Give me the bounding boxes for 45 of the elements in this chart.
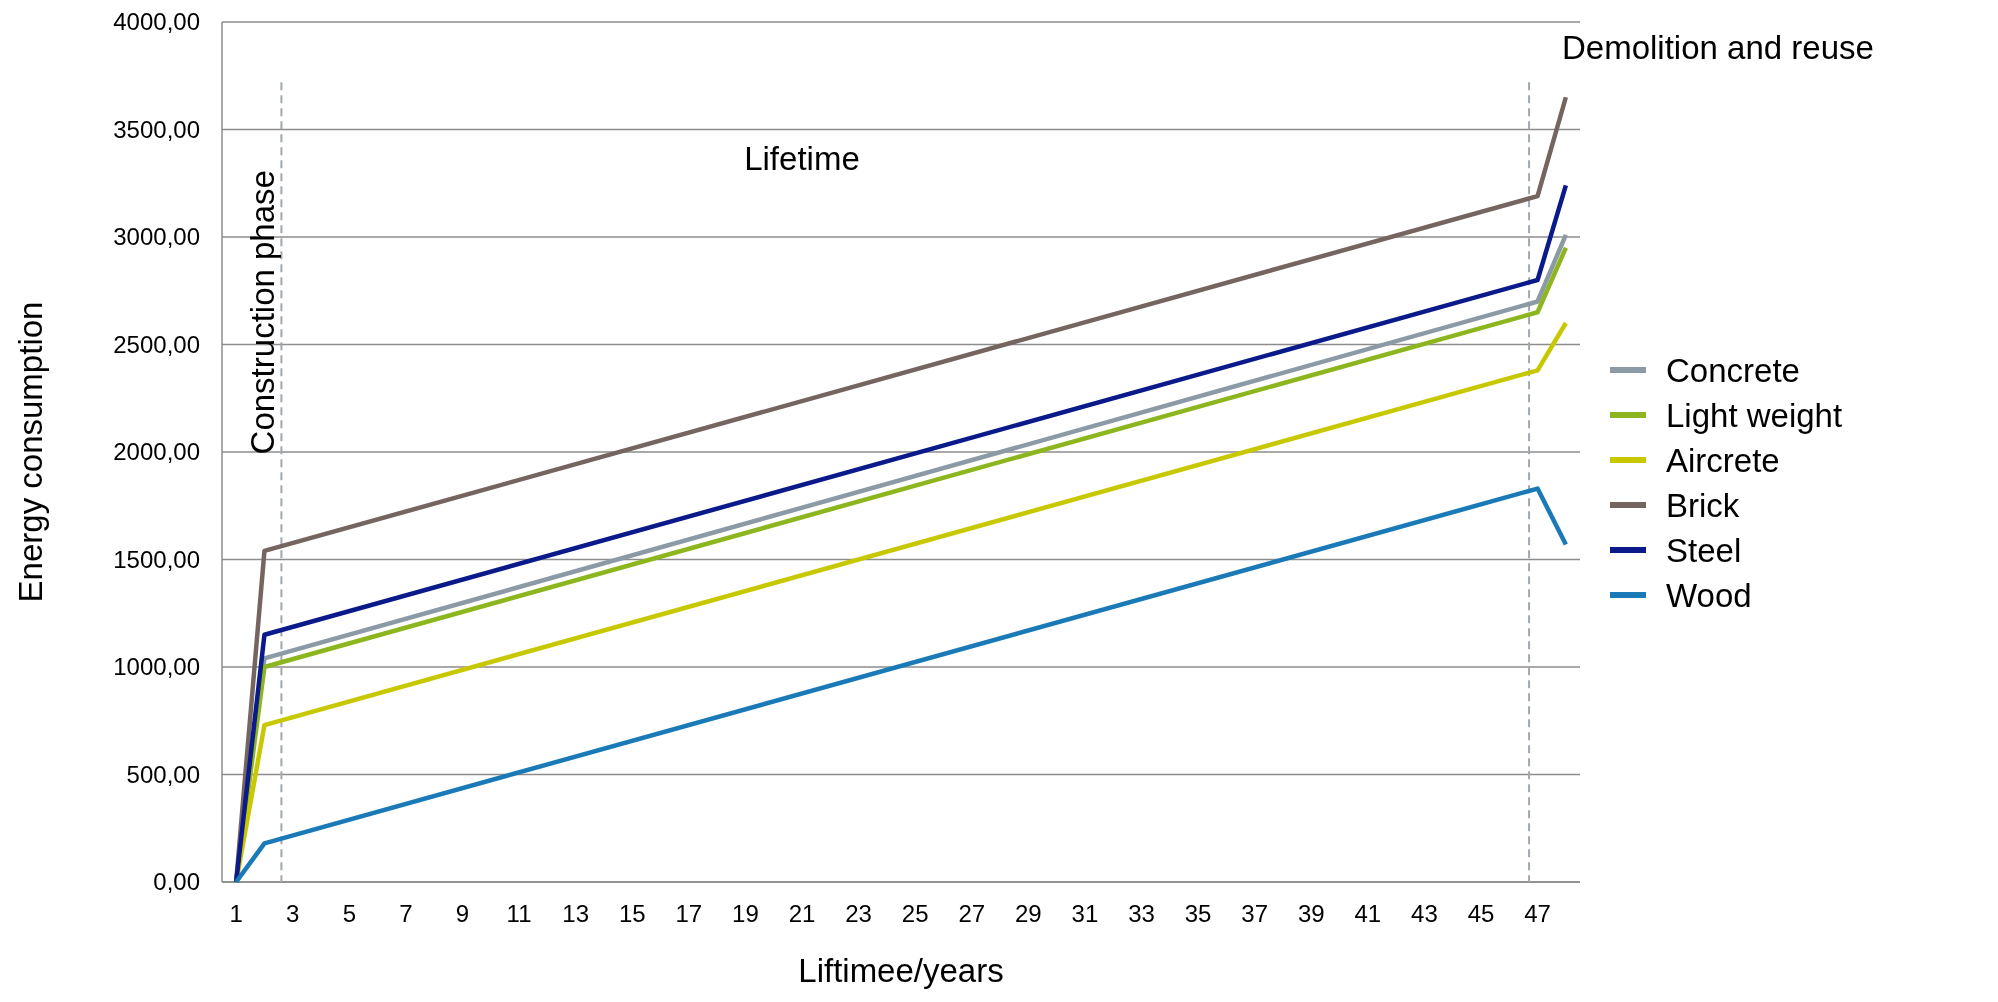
y-tick-label: 1500,00	[113, 545, 200, 573]
x-tick-label: 39	[1297, 900, 1325, 927]
x-tick-label: 23	[845, 900, 872, 927]
legend-label: Brick	[1666, 486, 1740, 524]
x-tick-label: 9	[455, 900, 470, 927]
legend-label: Light weight	[1666, 396, 1843, 434]
y-tick-label: 2500,00	[113, 330, 200, 358]
legend-label: Wood	[1666, 576, 1752, 614]
x-tick-label: 43	[1411, 900, 1438, 927]
y-tick-label: 4000,00	[113, 8, 200, 36]
y-tick-label: 0,00	[153, 868, 200, 896]
y-axis-title: Energy consumption	[12, 301, 49, 603]
x-tick-label: 45	[1467, 900, 1495, 927]
x-tick-label: 5	[342, 900, 356, 927]
x-tick-label: 11	[506, 900, 532, 927]
annotation: Construction phase	[244, 170, 281, 455]
x-tick-label: 21	[788, 900, 816, 927]
legend-label: Aircrete	[1666, 441, 1780, 479]
legend-label: Steel	[1666, 531, 1742, 569]
x-axis-title: Liftimee/years	[798, 952, 1004, 989]
x-tick-label: 1	[229, 900, 243, 927]
x-tick-label: 15	[618, 900, 646, 927]
annotation: Lifetime	[744, 140, 860, 178]
y-tick-label: 3500,00	[113, 115, 200, 143]
x-tick-label: 25	[901, 900, 929, 927]
y-tick-label: 3000,00	[113, 223, 200, 251]
x-tick-label: 7	[399, 900, 413, 927]
legend-label: Concrete	[1666, 351, 1800, 389]
x-tick-label: 17	[675, 900, 703, 927]
x-tick-label: 31	[1071, 900, 1099, 927]
x-tick-label: 35	[1184, 900, 1212, 927]
y-tick-label: 1000,00	[113, 653, 200, 681]
x-tick-label: 37	[1241, 900, 1268, 927]
x-tick-label: 33	[1128, 900, 1155, 927]
x-tick-label: 47	[1524, 900, 1551, 927]
x-tick-label: 41	[1354, 900, 1382, 927]
x-tick-label: 29	[1014, 900, 1042, 927]
line-series	[233, 486, 1569, 885]
x-tick-label: 3	[286, 900, 300, 927]
y-tick-label: 2000,00	[113, 438, 200, 466]
x-tick-label: 13	[562, 900, 589, 927]
annotation: Demolition and reuse	[1562, 28, 1874, 66]
x-tick-label: 27	[958, 900, 986, 927]
x-tick-label: 19	[732, 900, 759, 927]
y-tick-label: 500,00	[126, 760, 200, 788]
